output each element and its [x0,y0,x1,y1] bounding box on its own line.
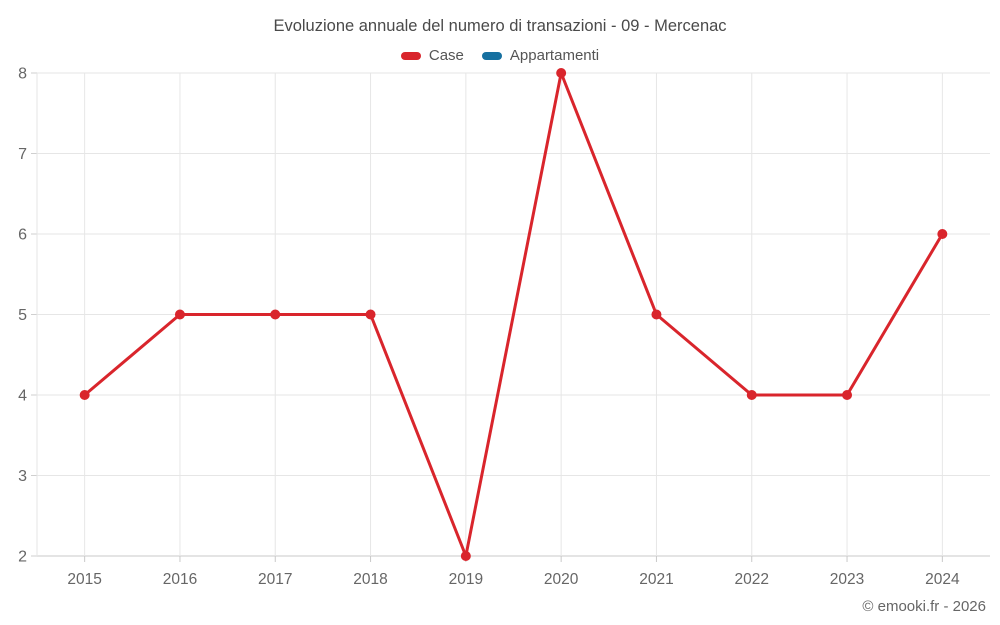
x-axis-label: 2024 [925,571,960,588]
chart-title: Evoluzione annuale del numero di transaz… [273,17,727,35]
x-axis-label: 2018 [353,571,387,588]
data-point-case-2018[interactable] [365,309,376,320]
data-point-case-2024[interactable] [937,229,948,239]
data-point-case-2019[interactable] [460,551,471,561]
y-axis-label: 3 [18,468,27,485]
legend-label-case: Case [428,47,464,64]
data-point-case-2022[interactable] [746,390,757,400]
legend-label-appartamenti: Appartamenti [509,47,600,64]
data-point-case-2017[interactable] [270,309,281,320]
data-point-case-2021[interactable] [651,309,662,320]
data-point-case-2015[interactable] [79,390,90,400]
y-axis-label: 5 [18,307,27,324]
x-axis-label: 2023 [830,571,864,588]
y-axis-label: 2 [18,549,27,566]
y-axis-label: 4 [18,388,27,405]
legend-item-appartamenti[interactable]: Appartamenti [481,47,600,64]
appartamenti-series-swatch-icon [481,51,502,60]
y-axis-label: 7 [18,146,27,163]
legend: Case Appartamenti [0,47,1000,64]
x-axis-label: 2022 [735,571,769,588]
y-axis-label: 8 [18,66,27,83]
data-point-case-2016[interactable] [174,309,185,320]
x-axis-label: 2019 [449,571,483,588]
y-axis-label: 6 [18,227,27,244]
x-axis-label: 2015 [67,571,101,588]
x-axis-label: 2016 [163,571,197,588]
data-point-case-2023[interactable] [842,390,853,400]
x-axis-label: 2017 [258,571,292,588]
x-axis-label: 2020 [544,571,579,588]
data-point-case-2020[interactable] [556,68,567,78]
case-series-swatch-icon [400,51,421,60]
series-line-case [83,71,944,558]
x-axis-label: 2021 [639,571,673,588]
legend-item-case[interactable]: Case [400,47,464,64]
copyright-watermark: © emooki.fr - 2026 [862,598,986,615]
